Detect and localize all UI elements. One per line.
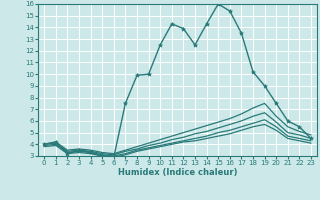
X-axis label: Humidex (Indice chaleur): Humidex (Indice chaleur) (118, 168, 237, 177)
